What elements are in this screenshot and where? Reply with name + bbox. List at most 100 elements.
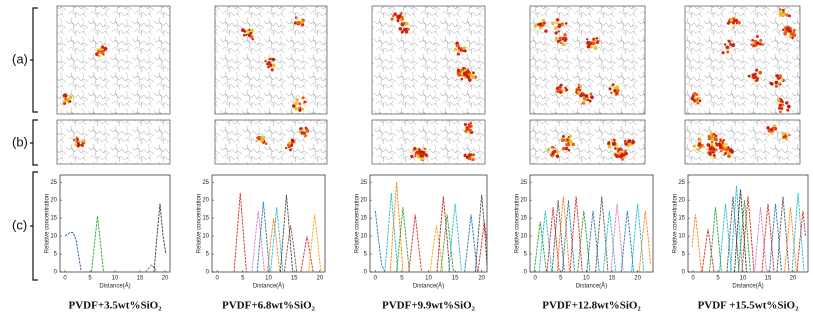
x-tick-label: 10 bbox=[425, 276, 432, 282]
series-line bbox=[586, 210, 600, 273]
atom bbox=[564, 22, 568, 25]
x-tick-label: 10 bbox=[265, 276, 272, 282]
atom bbox=[552, 150, 556, 154]
atom bbox=[554, 31, 558, 35]
y-tick-label: 20 bbox=[202, 198, 209, 204]
atom bbox=[466, 130, 470, 133]
atom bbox=[775, 74, 779, 78]
atom bbox=[715, 142, 720, 147]
atom bbox=[696, 147, 700, 151]
atom bbox=[558, 85, 562, 89]
atom bbox=[457, 49, 460, 52]
atom bbox=[720, 141, 724, 145]
atom bbox=[561, 42, 566, 47]
snapshot bbox=[56, 5, 171, 115]
series-line bbox=[631, 203, 645, 273]
atom bbox=[567, 148, 571, 152]
atom bbox=[779, 110, 782, 114]
atom bbox=[463, 122, 467, 126]
y-tick-label: 5 bbox=[524, 252, 528, 258]
atom bbox=[579, 93, 584, 98]
atom bbox=[737, 20, 741, 25]
atom bbox=[611, 142, 616, 146]
atom bbox=[710, 140, 714, 144]
atom bbox=[402, 21, 406, 26]
series-line bbox=[577, 210, 591, 273]
atom bbox=[706, 151, 710, 154]
atom bbox=[248, 32, 252, 36]
y-tick-label: 5 bbox=[54, 252, 58, 258]
y-tick-label: 15 bbox=[202, 216, 209, 222]
atom bbox=[782, 8, 785, 12]
atom bbox=[304, 126, 308, 130]
atom bbox=[568, 139, 573, 144]
atom bbox=[778, 74, 782, 78]
atom bbox=[697, 142, 702, 147]
y-tick-label: 25 bbox=[50, 180, 57, 186]
atom bbox=[455, 43, 460, 48]
atom bbox=[99, 48, 102, 51]
atom bbox=[557, 30, 560, 33]
atom bbox=[255, 139, 259, 143]
series-line bbox=[784, 207, 797, 273]
atom bbox=[284, 146, 288, 150]
atom bbox=[710, 137, 715, 142]
atom bbox=[303, 100, 306, 104]
atom bbox=[555, 154, 560, 158]
atom bbox=[271, 57, 276, 62]
atom bbox=[299, 127, 303, 131]
atom bbox=[456, 68, 461, 73]
y-tick-label: 10 bbox=[678, 234, 685, 240]
atom bbox=[624, 142, 628, 146]
series-line bbox=[595, 196, 609, 273]
atom bbox=[268, 57, 271, 61]
atom bbox=[295, 17, 299, 20]
atom bbox=[618, 154, 622, 158]
series-line bbox=[436, 196, 451, 273]
atom bbox=[82, 139, 86, 143]
series-line bbox=[256, 201, 270, 273]
atom bbox=[563, 33, 567, 37]
atom bbox=[400, 12, 403, 15]
atom bbox=[468, 72, 472, 75]
atom bbox=[712, 153, 716, 157]
series-line bbox=[374, 210, 386, 273]
atom bbox=[615, 89, 620, 93]
atom bbox=[792, 28, 796, 32]
panel-label: (b) bbox=[12, 134, 28, 149]
atom bbox=[750, 43, 753, 46]
atom bbox=[587, 98, 590, 102]
x-tick-label: 10 bbox=[583, 276, 590, 282]
atom bbox=[696, 101, 700, 105]
atom bbox=[267, 65, 270, 69]
atom bbox=[758, 42, 762, 46]
chart-title: PVDF+12.8wt%SiO₂ bbox=[542, 300, 641, 312]
atom bbox=[64, 97, 68, 100]
atom bbox=[568, 137, 571, 140]
atom bbox=[723, 43, 727, 46]
atom bbox=[631, 139, 635, 142]
atom bbox=[414, 155, 417, 158]
atom bbox=[778, 103, 782, 107]
atom bbox=[779, 99, 784, 103]
series-line bbox=[477, 221, 488, 273]
series-line bbox=[533, 221, 547, 273]
series-line bbox=[384, 192, 399, 273]
brace bbox=[30, 119, 38, 166]
atom bbox=[558, 36, 563, 41]
atom bbox=[467, 123, 470, 126]
atom bbox=[756, 41, 760, 45]
series-line bbox=[389, 182, 404, 273]
atom bbox=[413, 146, 417, 150]
atom bbox=[256, 136, 259, 140]
atom bbox=[710, 142, 714, 147]
snapshot bbox=[56, 119, 171, 165]
atom bbox=[586, 41, 590, 45]
atom bbox=[774, 80, 779, 85]
atom bbox=[759, 38, 763, 42]
atom bbox=[782, 28, 785, 31]
snapshot bbox=[214, 119, 328, 165]
atom bbox=[62, 93, 67, 98]
atom bbox=[582, 97, 586, 100]
atom bbox=[294, 102, 298, 106]
